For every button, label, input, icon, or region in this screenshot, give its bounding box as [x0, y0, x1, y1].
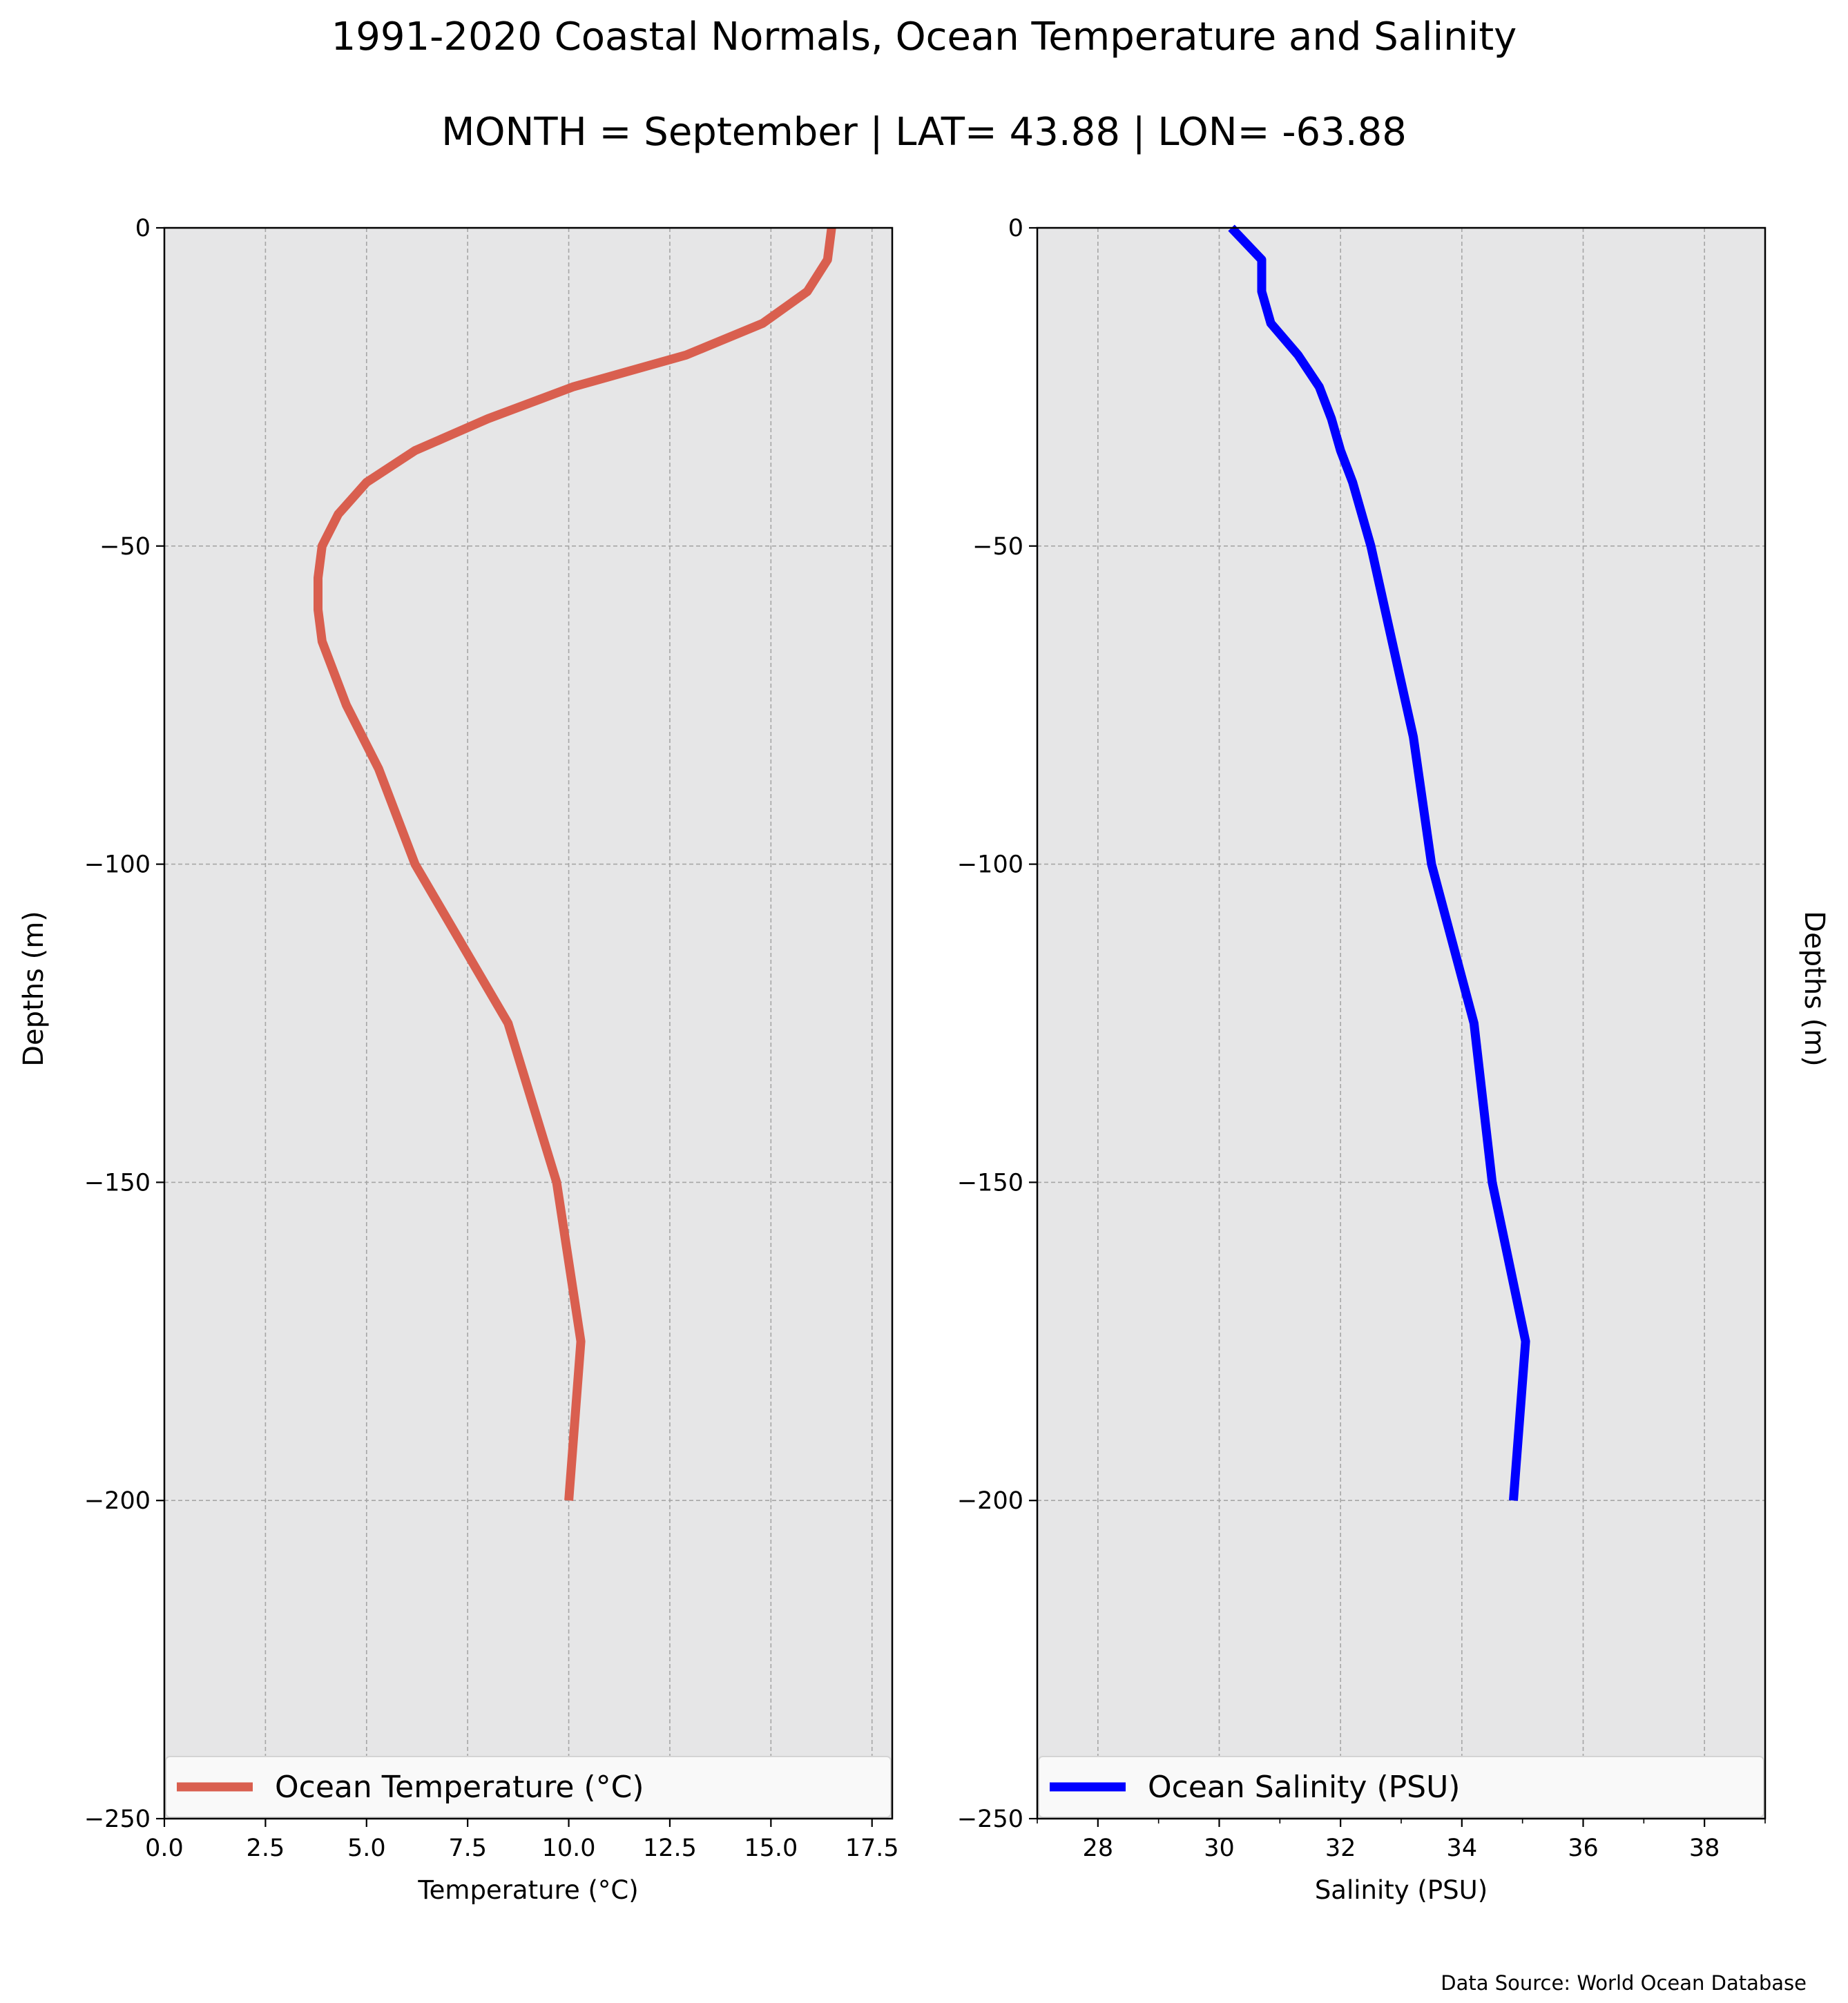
y-tick-label: −50 — [972, 533, 1023, 561]
data-source-note: Data Source: World Ocean Database — [1441, 1971, 1807, 1995]
y-tick-label: −100 — [84, 851, 151, 879]
y-tick-label: −150 — [84, 1169, 151, 1197]
x-tick-label: 15.0 — [744, 1835, 798, 1862]
x-tick-label: 0.0 — [145, 1835, 184, 1862]
x-tick-label: 5.0 — [347, 1835, 386, 1862]
x-tick-label: 36 — [1568, 1835, 1599, 1862]
temperature-panel: Ocean Temperature (°C) 0.0 2.5 5.0 7.5 10.0 12… — [84, 215, 899, 1905]
y-tick-label: −250 — [84, 1806, 151, 1833]
y-tick-label: −50 — [99, 533, 151, 561]
x-axis-label: Temperature (°C) — [417, 1875, 638, 1905]
y-tick-label: −250 — [957, 1806, 1023, 1833]
legend: Ocean Salinity (PSU) — [1038, 1756, 1764, 1818]
x-tick-label: 34 — [1447, 1835, 1478, 1862]
x-tick-label: 10.0 — [542, 1835, 596, 1862]
legend-box — [165, 1756, 892, 1818]
temperature-series-line — [314, 227, 836, 1501]
y-tick-label: −200 — [84, 1487, 151, 1515]
x-tick-label: 38 — [1689, 1835, 1720, 1862]
x-tick-label: 28 — [1083, 1835, 1114, 1862]
x-tick-label: 32 — [1325, 1835, 1356, 1862]
figure-title: 1991-2020 Coastal Normals, Ocean Tempera… — [331, 14, 1517, 59]
plot-area-background — [1037, 228, 1765, 1819]
x-axis-label: Salinity (PSU) — [1315, 1875, 1488, 1905]
legend-label: Ocean Temperature (°C) — [275, 1770, 644, 1805]
x-tick-label: 7.5 — [448, 1835, 487, 1862]
y-axis-label-left: Depths (m) — [18, 911, 50, 1067]
y-tick-label: 0 — [1008, 215, 1023, 242]
figure-subtitle: MONTH = September | LAT= 43.88 | LON= -6… — [441, 110, 1407, 155]
y-tick-label: −100 — [957, 851, 1023, 879]
x-tick-label: 12.5 — [643, 1835, 697, 1862]
plot-area-background — [164, 228, 892, 1819]
y-tick-label: 0 — [135, 215, 151, 242]
salinity-panel: Ocean Salinity (PSU) 28 30 32 34 36 38 0 −50 −100… — [957, 215, 1767, 1905]
axes-frame — [163, 226, 894, 1820]
y-tick-label: −150 — [957, 1169, 1023, 1197]
legend: Ocean Temperature (°C) — [165, 1756, 892, 1818]
x-tick-label: 30 — [1204, 1835, 1235, 1862]
x-tick-label: 2.5 — [247, 1835, 285, 1862]
y-tick-label: −200 — [957, 1487, 1023, 1515]
legend-label: Ocean Salinity (PSU) — [1148, 1770, 1460, 1805]
legend-box — [1038, 1756, 1764, 1818]
x-tick-label: 17.5 — [845, 1835, 899, 1862]
salinity-series-line — [1228, 224, 1530, 1501]
y-axis-label-right: Depths (m) — [1798, 911, 1830, 1067]
